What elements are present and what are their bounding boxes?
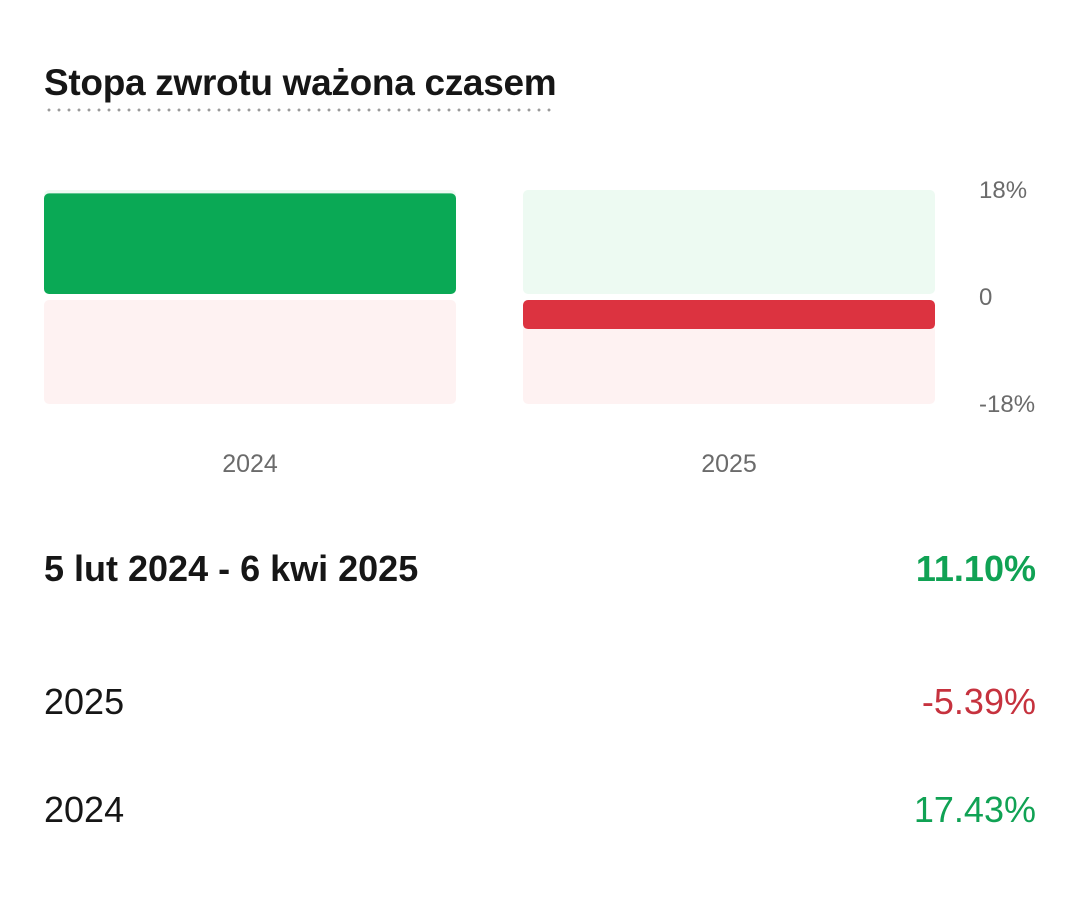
returns-chart[interactable]: 2024 2025 18% 0 -18% [0,0,1080,500]
year-row-label: 2025 [44,681,125,722]
y-tick-label: 18% [979,177,1027,204]
year-row-value: -5.39% [921,681,1036,722]
bar[interactable] [523,300,935,330]
bar-group-2025[interactable]: 2025 [523,190,935,478]
year-row: 2025 -5.39% [44,678,1036,726]
year-row-label: 2024 [44,789,125,830]
bar[interactable] [44,193,456,294]
section-title[interactable]: Stopa zwrotu ważona czasem [44,60,557,112]
y-tick-label: -18% [979,391,1035,418]
x-tick-label: 2025 [701,450,757,478]
summary-row: 5 lut 2024 - 6 kwi 2025 11.10% [44,544,1036,594]
returns-chart-svg: 2024 2025 18% 0 -18% [44,177,1035,478]
x-tick-label: 2024 [222,450,278,478]
year-row: 2024 17.43% [44,786,1036,834]
negative-band [44,300,456,404]
y-tick-label: 0 [979,284,992,311]
summary-value: 11.10% [915,548,1036,589]
positive-band [523,190,935,294]
bar-group-2024[interactable]: 2024 [44,190,456,478]
year-row-value: 17.43% [913,789,1036,830]
summary-period: 5 lut 2024 - 6 kwi 2025 [44,548,419,589]
